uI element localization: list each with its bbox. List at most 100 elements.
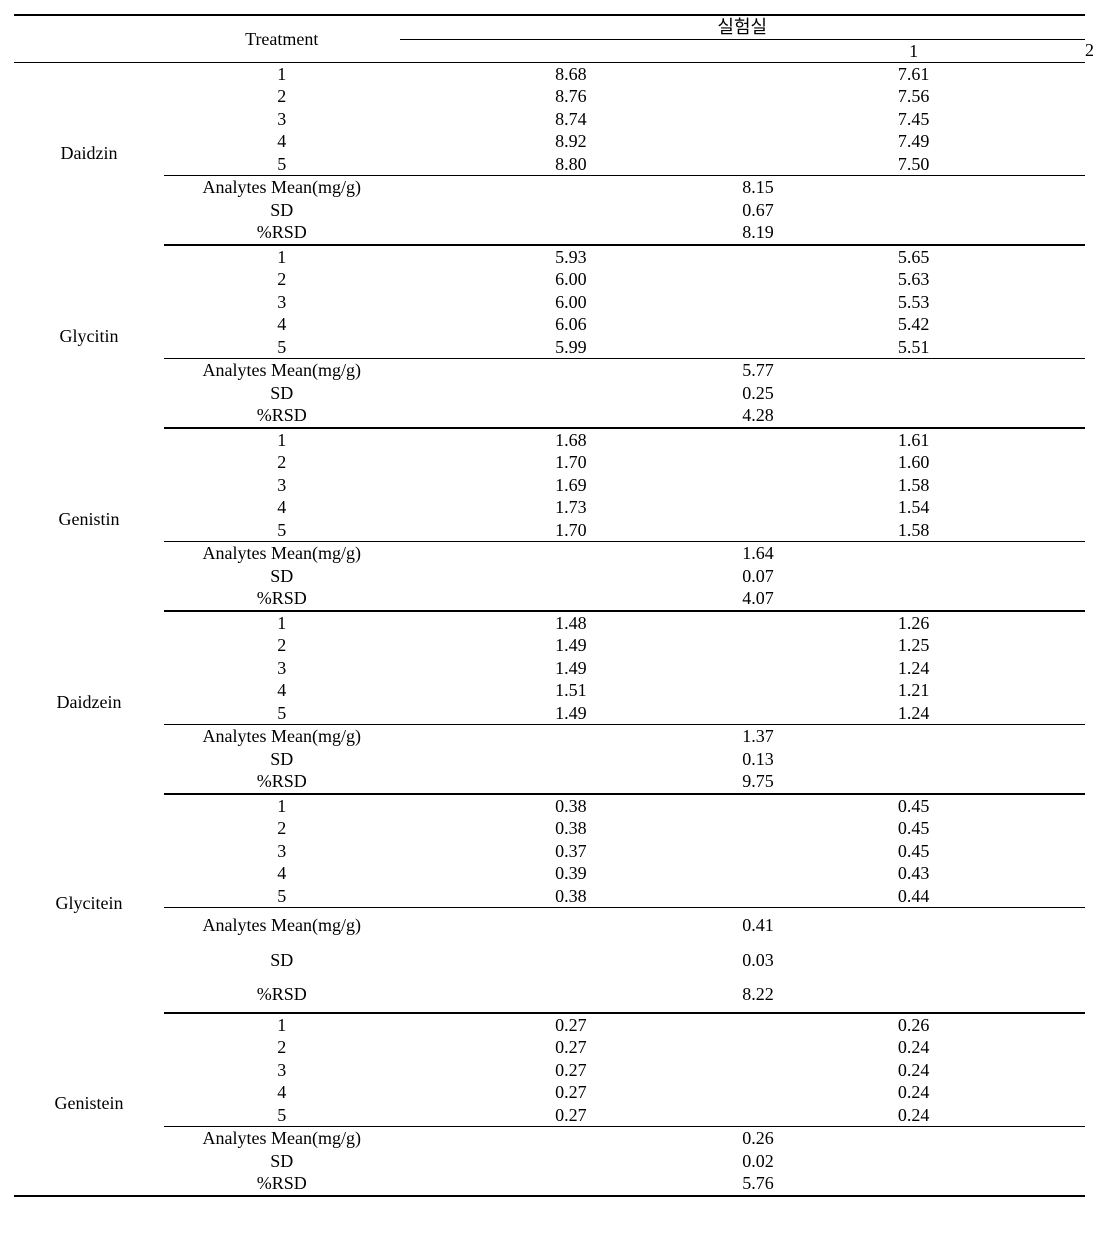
treatment-num: 2 — [164, 634, 400, 657]
lab2-value: 0.24 — [742, 1059, 1085, 1082]
treatment-num: 4 — [164, 679, 400, 702]
lab1-value: 5.99 — [400, 336, 743, 359]
lab2-value: 5.51 — [742, 336, 1085, 359]
treatment-num: 1 — [164, 794, 400, 818]
stat-value: 0.67 — [400, 199, 1085, 222]
lab2-value: 1.61 — [742, 428, 1085, 452]
stat-label: SD — [164, 943, 400, 978]
lab2-value: 0.44 — [742, 885, 1085, 908]
stat-value: 0.07 — [400, 565, 1085, 588]
stat-label: %RSD — [164, 977, 400, 1013]
lab1-value: 0.38 — [400, 817, 743, 840]
lab1-value: 8.76 — [400, 85, 743, 108]
lab1-value: 0.38 — [400, 794, 743, 818]
lab2-value: 1.25 — [742, 634, 1085, 657]
lab2-value: 1.21 — [742, 679, 1085, 702]
treatment-num: 5 — [164, 336, 400, 359]
stat-value: 5.76 — [400, 1172, 1085, 1196]
treatment-num: 3 — [164, 291, 400, 314]
stat-value: 1.37 — [400, 725, 1085, 748]
lab1-value: 1.49 — [400, 657, 743, 680]
stat-label: Analytes Mean(mg/g) — [164, 1127, 400, 1150]
header-lab1: 1 — [742, 39, 1085, 63]
lab2-value: 1.54 — [742, 496, 1085, 519]
lab1-value: 0.27 — [400, 1104, 743, 1127]
lab2-value: 0.24 — [742, 1036, 1085, 1059]
lab2-value: 7.49 — [742, 130, 1085, 153]
stat-label: Analytes Mean(mg/g) — [164, 725, 400, 748]
treatment-num: 1 — [164, 245, 400, 269]
treatment-num: 3 — [164, 474, 400, 497]
lab1-value: 8.74 — [400, 108, 743, 131]
stat-value: 0.02 — [400, 1150, 1085, 1173]
lab2-value: 1.58 — [742, 519, 1085, 542]
stat-label: SD — [164, 382, 400, 405]
treatment-num: 5 — [164, 153, 400, 176]
lab1-value: 0.27 — [400, 1059, 743, 1082]
stat-value: 0.25 — [400, 382, 1085, 405]
compound-name: Genistin — [14, 428, 164, 611]
lab1-value: 0.27 — [400, 1036, 743, 1059]
treatment-num: 2 — [164, 817, 400, 840]
treatment-num: 1 — [164, 611, 400, 635]
stat-value: 8.19 — [400, 221, 1085, 245]
compound-name: Glycitein — [14, 794, 164, 1013]
stat-value: 8.22 — [400, 977, 1085, 1013]
lab1-value: 8.92 — [400, 130, 743, 153]
stat-value: 9.75 — [400, 770, 1085, 794]
lab1-value: 0.38 — [400, 885, 743, 908]
treatment-num: 3 — [164, 108, 400, 131]
lab1-value: 1.51 — [400, 679, 743, 702]
treatment-num: 5 — [164, 702, 400, 725]
lab1-value: 5.93 — [400, 245, 743, 269]
stat-label: %RSD — [164, 404, 400, 428]
lab1-value: 6.00 — [400, 268, 743, 291]
header-lab-title: 실험실 — [400, 15, 1085, 39]
lab1-value: 1.73 — [400, 496, 743, 519]
lab2-value: 5.53 — [742, 291, 1085, 314]
treatment-num: 2 — [164, 451, 400, 474]
treatment-num: 1 — [164, 428, 400, 452]
lab1-value: 8.68 — [400, 63, 743, 86]
lab1-value: 1.49 — [400, 702, 743, 725]
treatment-num: 4 — [164, 862, 400, 885]
lab2-value: 1.58 — [742, 474, 1085, 497]
lab1-value: 6.00 — [400, 291, 743, 314]
treatment-num: 4 — [164, 496, 400, 519]
treatment-num: 2 — [164, 1036, 400, 1059]
lab1-value: 0.27 — [400, 1081, 743, 1104]
compound-name: Glycitin — [14, 245, 164, 428]
lab1-value: 0.27 — [400, 1013, 743, 1037]
lab1-value: 0.37 — [400, 840, 743, 863]
lab2-value: 0.26 — [742, 1013, 1085, 1037]
lab2-value: 5.65 — [742, 245, 1085, 269]
stat-value: 0.41 — [400, 908, 1085, 943]
stat-label: SD — [164, 199, 400, 222]
treatment-num: 2 — [164, 268, 400, 291]
treatment-num: 4 — [164, 1081, 400, 1104]
lab2-value: 1.24 — [742, 657, 1085, 680]
stat-label: %RSD — [164, 587, 400, 611]
treatment-num: 3 — [164, 840, 400, 863]
stat-label: %RSD — [164, 221, 400, 245]
header-treatment: Treatment — [164, 15, 400, 63]
lab2-value: 7.56 — [742, 85, 1085, 108]
treatment-num: 4 — [164, 313, 400, 336]
stat-value: 5.77 — [400, 359, 1085, 382]
lab1-value: 1.70 — [400, 519, 743, 542]
stat-label: %RSD — [164, 1172, 400, 1196]
lab2-value: 0.43 — [742, 862, 1085, 885]
stat-label: %RSD — [164, 770, 400, 794]
compound-name: Daidzein — [14, 611, 164, 794]
lab2-value: 5.63 — [742, 268, 1085, 291]
treatment-num: 3 — [164, 657, 400, 680]
stat-value: 0.03 — [400, 943, 1085, 978]
treatment-num: 5 — [164, 885, 400, 908]
stat-label: Analytes Mean(mg/g) — [164, 908, 400, 943]
treatment-num: 1 — [164, 1013, 400, 1037]
lab1-value: 8.80 — [400, 153, 743, 176]
treatment-num: 2 — [164, 85, 400, 108]
stat-value: 0.26 — [400, 1127, 1085, 1150]
stat-label: SD — [164, 1150, 400, 1173]
lab1-value: 0.39 — [400, 862, 743, 885]
